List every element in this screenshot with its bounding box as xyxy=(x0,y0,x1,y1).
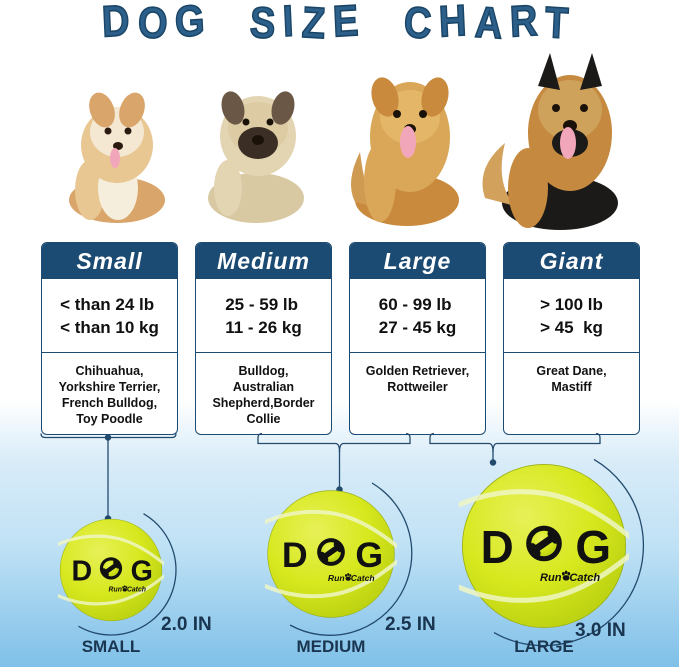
svg-text:LARGE: LARGE xyxy=(514,637,574,656)
svg-text:2.5 IN: 2.5 IN xyxy=(385,614,436,635)
svg-text:3.0 IN: 3.0 IN xyxy=(575,620,626,641)
svg-text:SMALL: SMALL xyxy=(82,637,141,656)
svg-text:MEDIUM: MEDIUM xyxy=(297,637,366,656)
svg-text:2.0 IN: 2.0 IN xyxy=(161,614,212,635)
